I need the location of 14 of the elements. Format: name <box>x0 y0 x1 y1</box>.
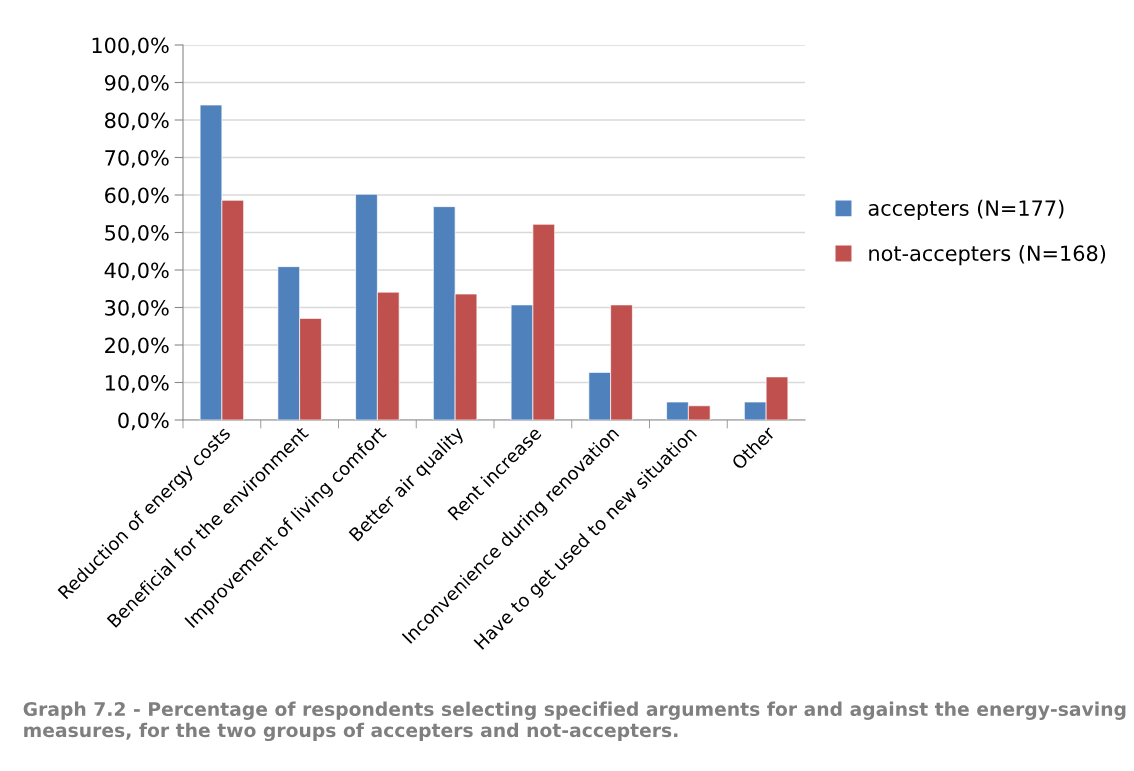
y-tick-label: 30,0% <box>105 299 169 318</box>
y-tick-label: 40,0% <box>104 262 169 281</box>
y-tick-label: 10,0% <box>105 374 169 393</box>
y-tick-label: 100,0% <box>92 37 169 56</box>
y-tick-label: 60,0% <box>105 187 169 206</box>
y-tick-label: 20,0% <box>105 337 169 356</box>
y-tick-label: 70,0% <box>105 149 169 168</box>
y-tick-label: 0,0% <box>118 412 169 431</box>
legend-label: not-accepters (N=168) <box>869 245 1106 266</box>
y-tick-label: 80,0% <box>105 112 169 131</box>
y-tick-label: 90,0% <box>104 74 169 93</box>
caption: Graph 7.2 - Percentage of respondents selecting specified arguments for and against the energy-saving measures, for the two groups of accepters and not-accepters. <box>23 701 1126 742</box>
y-tick-label: 50,0% <box>105 224 169 243</box>
legend-label: accepters (N=177) <box>868 199 1064 220</box>
